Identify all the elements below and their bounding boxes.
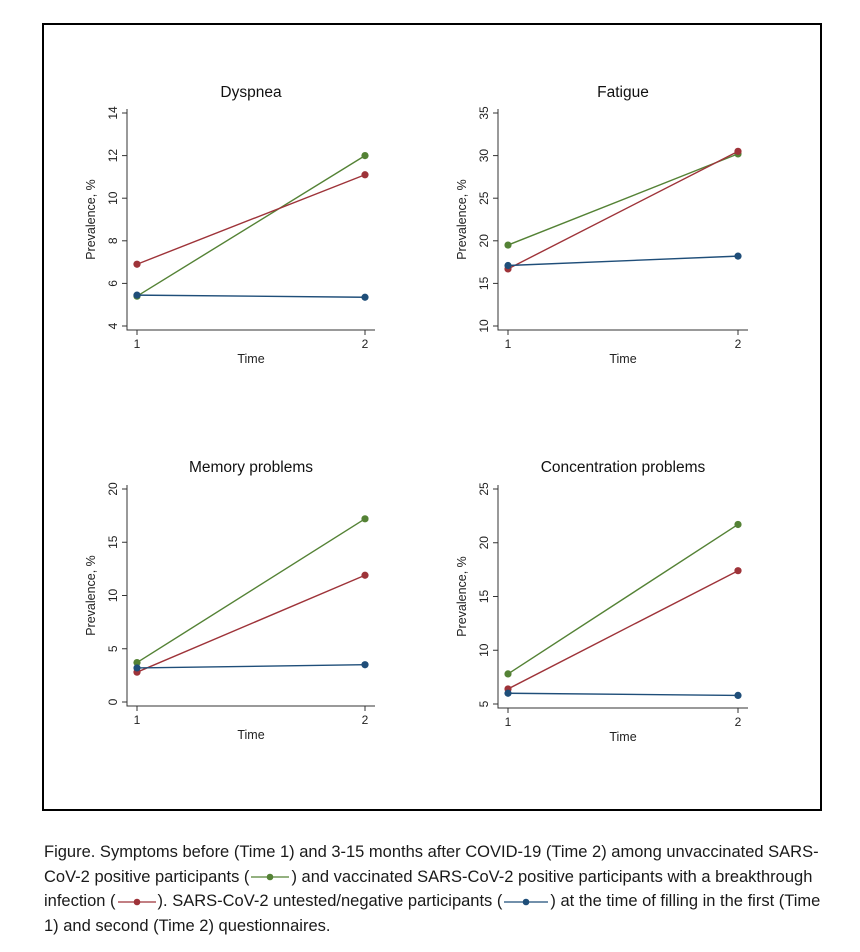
data-point-vaccinated: [133, 260, 141, 268]
panel-memory: Memory problems 0 5 10 15 20 1 2 Time Prevalence,…: [84, 459, 375, 742]
data-point-untested: [504, 261, 512, 270]
x-axis-label: Time: [609, 730, 636, 744]
x-axis-label: Time: [237, 352, 264, 366]
legend-swatch-vaccinated: [117, 898, 156, 905]
x-axis-label: Time: [237, 728, 264, 742]
y-tick-label: 0: [106, 698, 120, 705]
caption-part-1: Figure. Symptoms before (Time 1) and 3-1…: [44, 843, 819, 886]
data-point-unvaccinated: [361, 515, 369, 523]
x-tick-label: 1: [134, 713, 141, 727]
y-axis-label: Prevalence, %: [84, 555, 98, 636]
caption-part-4: ) at the time of filling in the first (T…: [44, 892, 821, 935]
y-tick-label: 25: [477, 191, 491, 205]
data-point-unvaccinated: [504, 670, 512, 678]
chart-title: Concentration problems: [541, 459, 706, 476]
y-tick-label: 10: [477, 319, 491, 333]
series-line-vaccinated: [136, 174, 366, 265]
y-tick-label: 14: [106, 106, 120, 120]
y-axis-label: Prevalence, %: [455, 179, 469, 260]
y-tick-label: 10: [106, 191, 120, 205]
data-point-untested: [361, 293, 369, 301]
y-tick-label: 5: [477, 700, 491, 707]
data-point-unvaccinated: [133, 658, 141, 667]
panel-fatigue: Fatigue 10 15 20 25 30 35 1 2 Time Prevalence, %: [455, 84, 748, 366]
panel-concentration: Concentration problems 5 10 15 20 25 1 2 Time Pre…: [455, 459, 748, 744]
y-tick-label: 10: [477, 643, 491, 657]
data-point-vaccinated: [361, 171, 369, 179]
y-tick-label: 25: [477, 482, 491, 496]
x-tick-label: 1: [505, 337, 512, 351]
series-line-untested: [136, 294, 366, 298]
y-tick-label: 15: [477, 276, 491, 290]
y-tick-label: 5: [106, 645, 120, 652]
y-tick-label: 4: [106, 322, 120, 329]
x-tick-label: 2: [735, 337, 742, 351]
y-tick-label: 20: [477, 234, 491, 248]
y-tick-label: 6: [106, 280, 120, 287]
series-line-vaccinated: [507, 570, 739, 690]
series-line-untested: [507, 255, 739, 267]
y-axis-label: Prevalence, %: [455, 556, 469, 637]
data-point-unvaccinated: [734, 520, 742, 529]
series-line-unvaccinated: [507, 523, 739, 675]
series-line-unvaccinated: [507, 153, 739, 246]
data-point-vaccinated: [734, 147, 742, 155]
chart-title: Dyspnea: [220, 84, 282, 101]
x-tick-label: 2: [735, 715, 742, 729]
series-line-vaccinated: [136, 574, 366, 673]
y-tick-label: 12: [106, 149, 120, 163]
chart-title: Memory problems: [189, 459, 313, 476]
legend-swatch-unvaccinated: [251, 873, 290, 881]
data-point-unvaccinated: [504, 241, 512, 249]
x-tick-label: 2: [362, 337, 369, 351]
x-tick-label: 2: [362, 713, 369, 727]
y-tick-label: 10: [106, 589, 120, 603]
figure-frame: Dyspnea 4 6 8 10 12 14 1 2 Time Prevalence, % Fatig…: [42, 23, 822, 811]
y-tick-label: 35: [477, 106, 491, 120]
x-axis-label: Time: [609, 352, 636, 366]
data-point-vaccinated: [734, 567, 742, 575]
caption-part-3: ). SARS-CoV-2 untested/negative particip…: [157, 892, 503, 910]
data-point-untested: [133, 291, 141, 299]
legend-swatch-marker: [133, 898, 140, 905]
caption-part-2: ) and vaccinated SARS-CoV-2 positive par…: [44, 867, 813, 911]
y-tick-label: 20: [106, 482, 120, 496]
x-tick-label: 1: [505, 715, 512, 729]
legend-swatch-marker: [523, 898, 530, 905]
series-line-untested: [507, 692, 739, 697]
series-line-unvaccinated: [136, 155, 366, 297]
y-tick-label: 15: [106, 535, 120, 549]
series-line-unvaccinated: [136, 518, 366, 664]
y-tick-label: 8: [106, 237, 120, 244]
legend-swatch-untested: [504, 898, 549, 905]
data-point-untested: [734, 691, 742, 700]
legend-swatch-marker: [267, 873, 274, 881]
x-tick-label: 1: [134, 337, 141, 351]
y-tick-label: 30: [477, 149, 491, 163]
data-point-unvaccinated: [361, 152, 369, 160]
series-line-vaccinated: [507, 150, 739, 270]
y-axis-label: Prevalence, %: [84, 179, 98, 260]
data-point-untested: [504, 689, 512, 697]
data-point-vaccinated: [361, 571, 369, 579]
chart-title: Fatigue: [597, 84, 649, 101]
series-line-untested: [136, 664, 366, 669]
data-point-untested: [133, 664, 141, 672]
data-point-untested: [361, 661, 369, 669]
y-tick-label: 15: [477, 590, 491, 604]
figure-caption: Figure. Symptoms before (Time 1) and 3-1…: [44, 840, 834, 938]
data-point-untested: [734, 252, 742, 260]
y-tick-label: 20: [477, 536, 491, 550]
